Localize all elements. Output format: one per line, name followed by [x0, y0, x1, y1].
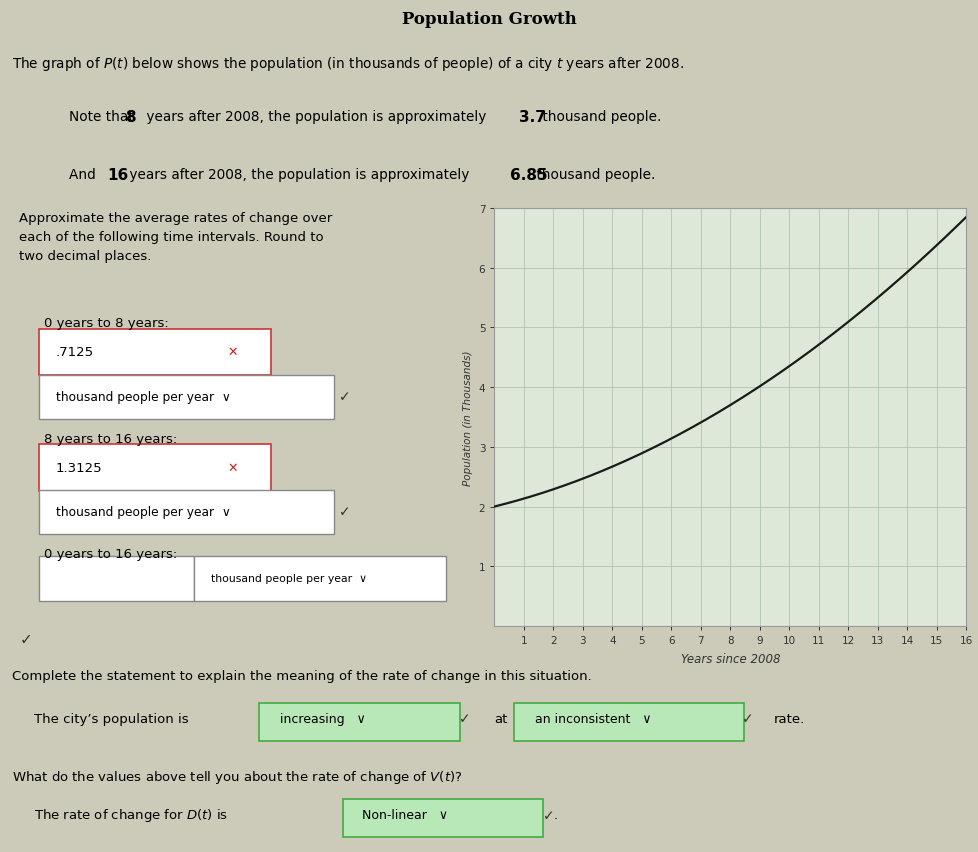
X-axis label: Years since 2008: Years since 2008	[680, 652, 779, 665]
Text: 6.85: 6.85	[510, 168, 547, 183]
Text: And: And	[68, 168, 100, 181]
Text: 3.7: 3.7	[518, 110, 545, 124]
Text: .7125: .7125	[56, 346, 94, 359]
Text: 8: 8	[125, 110, 136, 124]
Text: Non-linear   ∨: Non-linear ∨	[362, 809, 448, 821]
Text: ✓: ✓	[338, 390, 350, 404]
Text: thousand people per year  ∨: thousand people per year ∨	[56, 505, 231, 519]
FancyBboxPatch shape	[39, 329, 271, 376]
Text: .: .	[553, 809, 556, 821]
Text: ✓: ✓	[338, 505, 350, 519]
Text: 16: 16	[108, 168, 129, 183]
Text: What do the values above tell you about the rate of change of $V(t)$?: What do the values above tell you about …	[12, 768, 462, 785]
Text: thousand people.: thousand people.	[531, 168, 654, 181]
Text: increasing   ∨: increasing ∨	[280, 712, 366, 725]
FancyBboxPatch shape	[39, 491, 334, 534]
Text: ✓: ✓	[459, 711, 470, 726]
Text: 0 years to 16 years:: 0 years to 16 years:	[44, 548, 177, 561]
Y-axis label: Population (in Thousands): Population (in Thousands)	[463, 350, 472, 485]
Text: The rate of change for $D(t)$ is: The rate of change for $D(t)$ is	[34, 806, 228, 823]
FancyBboxPatch shape	[39, 556, 194, 602]
Text: ✕: ✕	[227, 461, 238, 475]
Text: thousand people per year  ∨: thousand people per year ∨	[210, 573, 367, 584]
Text: 8 years to 16 years:: 8 years to 16 years:	[44, 433, 177, 446]
Text: Note that: Note that	[68, 110, 137, 124]
FancyBboxPatch shape	[259, 703, 460, 741]
Text: an inconsistent   ∨: an inconsistent ∨	[534, 712, 650, 725]
Text: 0 years to 8 years:: 0 years to 8 years:	[44, 316, 168, 330]
Text: ✓: ✓	[543, 808, 555, 822]
Text: ✕: ✕	[227, 346, 238, 359]
Text: The graph of $P(t)$ below shows the population (in thousands of people) of a cit: The graph of $P(t)$ below shows the popu…	[12, 55, 684, 72]
Text: Complete the statement to explain the meaning of the rate of change in this situ: Complete the statement to explain the me…	[12, 669, 591, 682]
Text: ✓: ✓	[741, 711, 753, 726]
Text: ✓: ✓	[20, 631, 32, 646]
Text: thousand people per year  ∨: thousand people per year ∨	[56, 390, 231, 404]
Text: The city’s population is: The city’s population is	[34, 712, 189, 725]
Text: Population Growth: Population Growth	[402, 11, 576, 27]
Text: years after 2008, the population is approximately: years after 2008, the population is appr…	[142, 110, 490, 124]
FancyBboxPatch shape	[194, 556, 445, 602]
FancyBboxPatch shape	[39, 445, 271, 491]
Text: thousand people.: thousand people.	[538, 110, 661, 124]
Text: at: at	[494, 712, 508, 725]
FancyBboxPatch shape	[513, 703, 743, 741]
Text: Approximate the average rates of change over
each of the following time interval: Approximate the average rates of change …	[20, 211, 333, 262]
Text: rate.: rate.	[773, 712, 804, 725]
FancyBboxPatch shape	[342, 799, 543, 838]
Text: years after 2008, the population is approximately: years after 2008, the population is appr…	[125, 168, 473, 181]
Text: 1.3125: 1.3125	[56, 461, 103, 475]
FancyBboxPatch shape	[39, 376, 334, 419]
